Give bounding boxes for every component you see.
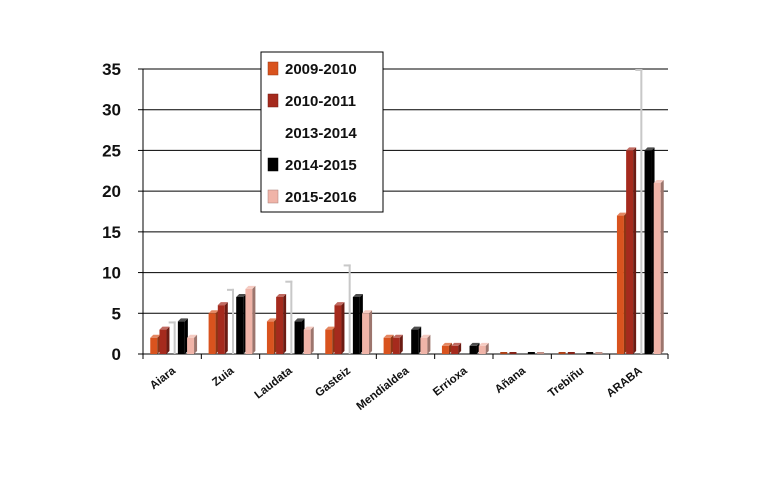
y-axis-tick-labels: 0 5 10 15 20 25 30 35 (102, 60, 121, 364)
bar (451, 342, 462, 354)
bar (420, 334, 431, 354)
bar (303, 326, 314, 354)
bar (285, 280, 293, 354)
x-category-label: Zuia (210, 365, 236, 389)
y-tick-label: 0 (112, 345, 121, 364)
bar (266, 318, 277, 354)
bar (245, 285, 256, 354)
bar (653, 180, 664, 354)
y-tick-label: 25 (102, 141, 121, 160)
bar (236, 294, 247, 354)
x-category-label: Mendialdea (355, 365, 412, 413)
legend-label: 2015-2016 (285, 189, 357, 206)
legend-swatch (267, 157, 279, 172)
bar (325, 326, 336, 354)
bar (392, 334, 403, 354)
bar (558, 352, 566, 354)
bar (509, 352, 517, 354)
bar (441, 342, 452, 354)
bar (586, 352, 594, 354)
bar (177, 318, 188, 354)
bars (150, 69, 664, 354)
y-tick-label: 35 (102, 60, 121, 79)
legend-label: 2013-2014 (285, 125, 357, 142)
bar (362, 310, 373, 354)
bar (159, 326, 170, 354)
bar (217, 302, 228, 354)
legend-swatch (267, 61, 279, 76)
legend-swatch (267, 189, 279, 204)
bar (500, 352, 508, 354)
bar (626, 147, 637, 354)
legend-label: 2014-2015 (285, 157, 357, 174)
bar (294, 318, 305, 354)
bar (478, 342, 489, 354)
bar (352, 294, 363, 354)
bar (343, 264, 351, 354)
y-tick-label: 30 (102, 101, 121, 120)
legend-swatch (267, 93, 279, 108)
y-tick-label: 15 (102, 223, 121, 242)
x-category-label: Aiara (148, 365, 179, 393)
x-category-label: ARABA (605, 365, 645, 400)
bar (168, 321, 176, 354)
bar (334, 302, 345, 354)
axes (138, 68, 669, 359)
bar (187, 334, 198, 354)
bar (537, 352, 545, 354)
bar (469, 342, 480, 354)
bar (208, 310, 219, 354)
bar (635, 69, 643, 354)
bar (411, 326, 422, 354)
legend: 2009-2010 2010-2011 2013-2014 2014-2015 2015… (260, 51, 384, 213)
bar (276, 294, 287, 354)
x-axis-category-labels: Aiara Zuia Laudata Gasteiz Mendialdea Errioxa… (148, 365, 645, 413)
x-category-label: Añana (493, 365, 529, 396)
bar (150, 334, 161, 354)
y-tick-label: 5 (112, 304, 121, 323)
legend-box (260, 51, 384, 213)
legend-label: 2009-2010 (285, 61, 357, 78)
bar (527, 352, 535, 354)
x-category-label: Laudata (253, 365, 296, 402)
y-tick-label: 10 (102, 264, 121, 283)
bar (616, 212, 627, 354)
gridlines (143, 68, 668, 314)
x-category-label: Gasteiz (313, 365, 353, 400)
legend-label: 2010-2011 (285, 93, 356, 110)
bar (383, 334, 394, 354)
y-tick-label: 20 (102, 182, 121, 201)
x-category-label: Errioxa (431, 365, 470, 399)
x-category-label: Trebiñu (546, 365, 586, 400)
bar (567, 352, 575, 354)
bar (644, 147, 655, 354)
bar (227, 288, 234, 354)
bar (595, 352, 603, 354)
